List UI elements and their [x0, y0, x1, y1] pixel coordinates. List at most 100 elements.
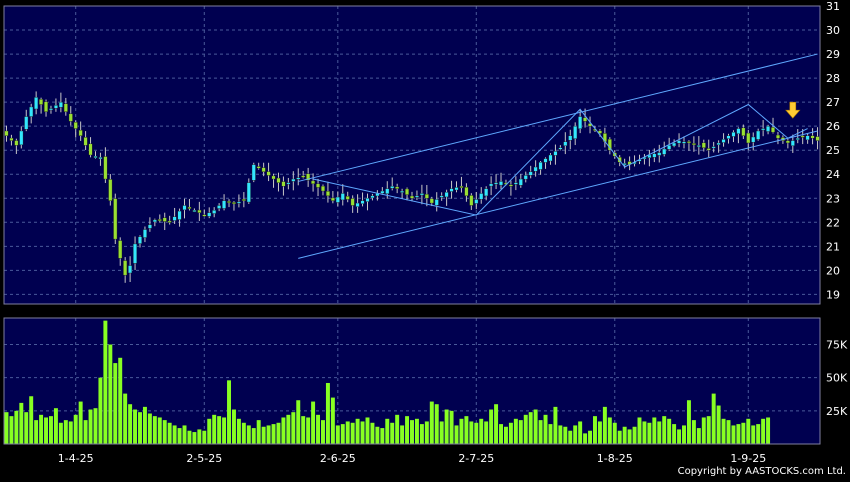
volume-bar [133, 409, 138, 444]
price-candle [578, 116, 583, 129]
price-candle [513, 182, 518, 185]
volume-bar [63, 420, 68, 444]
volume-bar [177, 428, 182, 444]
volume-bar [756, 424, 761, 444]
volume-bar [647, 422, 652, 444]
price-candle [355, 202, 360, 207]
volume-bar [543, 414, 548, 444]
volume-bar [375, 426, 380, 444]
volume-bar [617, 430, 622, 444]
volume-bar [291, 412, 296, 444]
price-candle [434, 199, 439, 206]
price-candle [424, 193, 429, 199]
volume-bar [632, 426, 637, 444]
price-candle [88, 143, 93, 156]
date-tick-label: 1-4-25 [58, 452, 94, 465]
price-candle [222, 200, 227, 209]
volume-bar [731, 425, 736, 444]
price-candle [414, 195, 419, 198]
price-candle [795, 137, 800, 140]
price-candle [726, 135, 731, 139]
volume-bar [454, 425, 459, 444]
volume-bar [212, 414, 217, 444]
price-candle [479, 193, 484, 200]
price-candle [325, 191, 330, 197]
volume-bar [370, 422, 375, 444]
price-candle [761, 128, 766, 131]
price-candle [766, 125, 771, 132]
volume-bar [657, 421, 662, 444]
price-tick-label: 19 [826, 288, 840, 301]
price-candle [49, 108, 53, 111]
volume-bar [73, 414, 78, 444]
price-candle [251, 164, 256, 181]
volume-bar [761, 418, 766, 444]
price-candle [192, 210, 197, 212]
price-tick-label: 20 [826, 264, 840, 277]
volume-bar [29, 396, 34, 444]
price-candle [815, 136, 820, 141]
price-candle [385, 188, 390, 194]
price-candle [667, 145, 672, 150]
volume-bar [484, 421, 489, 444]
price-candle [83, 137, 88, 146]
volume-bar [172, 425, 177, 444]
volume-bar [696, 428, 701, 444]
volume-bar [716, 405, 721, 444]
volume-bar [469, 421, 474, 444]
volume-bar [330, 397, 335, 444]
price-candle [296, 177, 301, 180]
volume-bar [400, 425, 405, 444]
volume-bar [113, 363, 118, 444]
volume-bar [202, 430, 207, 444]
price-candle [696, 145, 701, 148]
volume-bar [667, 418, 672, 444]
volume-bar [385, 418, 390, 444]
price-candle [202, 214, 207, 217]
price-candle [410, 195, 414, 199]
volume-bar [627, 429, 632, 444]
volume-bar [34, 420, 39, 444]
volume-bar [222, 417, 227, 444]
price-candle [805, 135, 810, 141]
price-candle [138, 236, 142, 244]
price-candle [306, 173, 311, 181]
price-candle [167, 220, 172, 223]
price-candle [751, 136, 756, 143]
price-candle [810, 135, 815, 139]
price-panel [4, 6, 820, 304]
volume-bar [741, 422, 746, 444]
price-candle [756, 130, 761, 140]
price-candle [53, 105, 58, 109]
volume-bar [489, 409, 494, 444]
volume-bar [419, 424, 424, 444]
volume-bar [98, 377, 103, 444]
price-candle [474, 199, 479, 204]
volume-bar [607, 417, 612, 444]
volume-bar [518, 420, 523, 444]
price-candle [271, 175, 276, 180]
price-candle [231, 202, 236, 205]
price-candle [444, 192, 449, 198]
volume-bar [301, 416, 306, 444]
volume-panel-border [3, 317, 821, 445]
price-candle [405, 188, 410, 195]
price-candle [691, 143, 696, 146]
price-candle [716, 142, 721, 146]
volume-bar [227, 380, 231, 444]
price-candle [103, 156, 108, 180]
volume-bar [49, 416, 53, 444]
price-candle [58, 101, 63, 108]
price-candle [345, 196, 350, 200]
price-candle [108, 179, 113, 201]
price-candle [266, 171, 271, 176]
volume-bar [434, 404, 439, 444]
price-tick-label: 22 [826, 216, 840, 229]
price-candle [335, 196, 340, 203]
price-candle [400, 190, 405, 193]
volume-bar [390, 422, 395, 444]
price-candle [321, 185, 325, 192]
volume-tick-label: 75K [826, 339, 848, 352]
price-candle [316, 183, 321, 188]
